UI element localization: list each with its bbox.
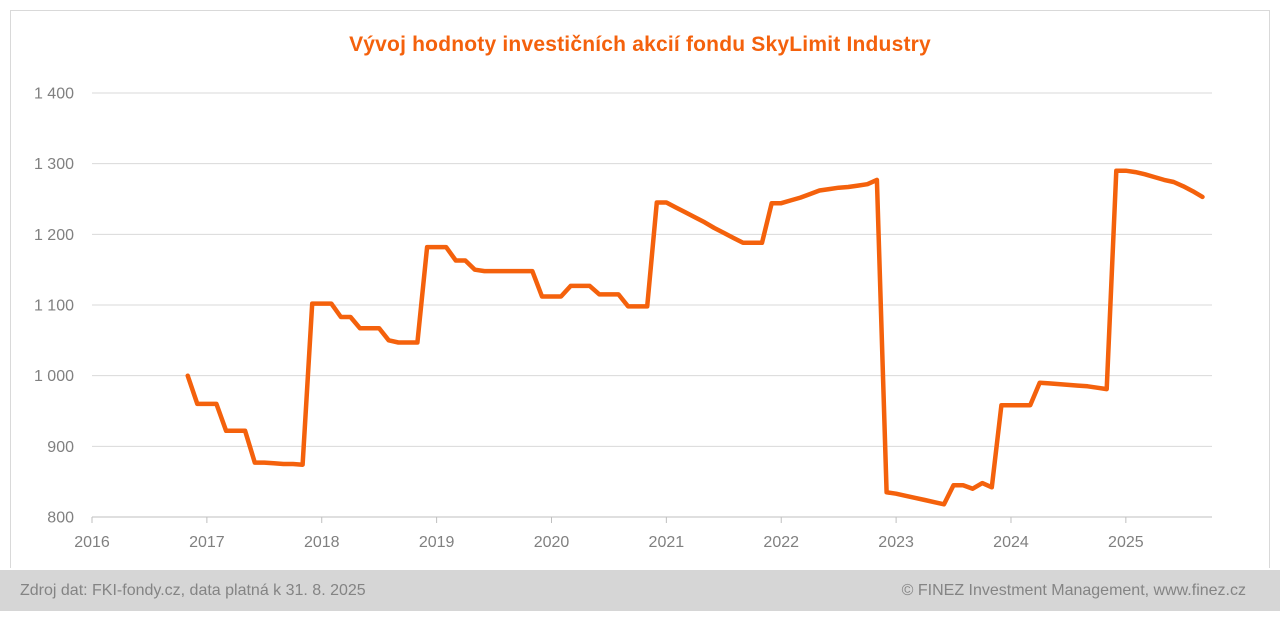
y-tick-label: 900: [47, 439, 74, 456]
footer-copyright-text: © FINEZ Investment Management, www.finez…: [901, 581, 1246, 599]
x-tick-label: 2023: [878, 534, 914, 551]
footer-source-text: Zdroj dat: FKI-fondy.cz, data platná k 3…: [20, 581, 366, 599]
x-tick-label: 2018: [304, 534, 340, 551]
chart-border: [10, 10, 1270, 568]
x-tick-label: 2019: [419, 534, 455, 551]
x-tick-label: 2017: [189, 534, 225, 551]
x-tick-label: 2022: [763, 534, 799, 551]
x-tick-label: 2025: [1108, 534, 1144, 551]
y-tick-label: 800: [47, 510, 74, 527]
value-line-series: [185, 168, 1205, 507]
y-tick-label: 1 100: [34, 298, 74, 315]
x-tick-label: 2021: [649, 534, 685, 551]
x-tick-label: 2016: [74, 534, 110, 551]
chart-title: Vývoj hodnoty investičních akcií fondu S…: [349, 33, 931, 56]
y-tick-label: 1 000: [34, 368, 74, 385]
y-tick-label: 1 400: [34, 86, 74, 103]
y-tick-label: 1 300: [34, 156, 74, 173]
x-tick-label: 2020: [534, 534, 570, 551]
y-tick-label: 1 200: [34, 227, 74, 244]
footer-bar: Zdroj dat: FKI-fondy.cz, data platná k 3…: [0, 570, 1280, 611]
x-tick-label: 2024: [993, 534, 1029, 551]
